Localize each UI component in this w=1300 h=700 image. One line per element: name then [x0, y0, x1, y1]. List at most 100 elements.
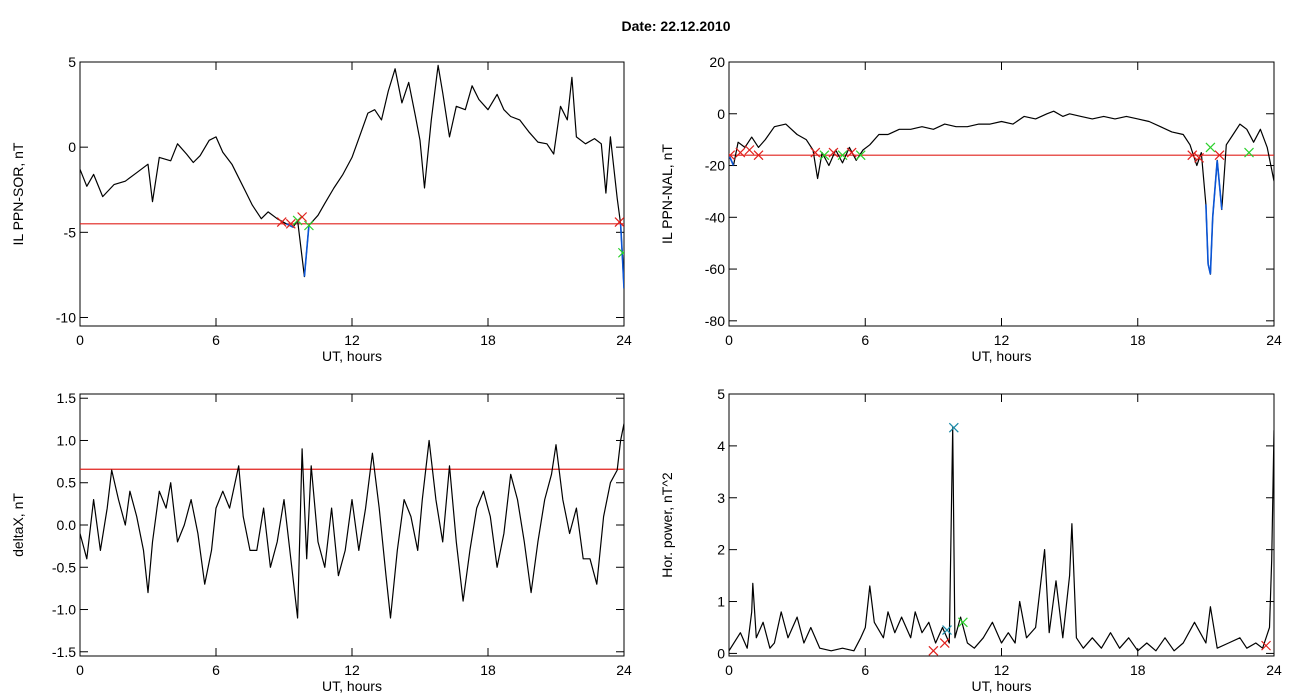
x-tick-label: 12: [994, 332, 1010, 348]
event-marker-start: [729, 150, 736, 161]
event-marker-start: [614, 217, 624, 228]
plot-frame: [728, 61, 1275, 327]
x-tick-label: 0: [76, 662, 84, 678]
y-tick-label: 2: [717, 542, 725, 558]
marker-stroke: [735, 147, 746, 158]
page-title: Date: 22.12.2010: [0, 18, 1300, 34]
y-axis-label: deltaX, nT: [10, 493, 26, 557]
x-tick-label: 6: [212, 332, 220, 348]
y-axis-label: IL PPN-SOR, nT: [10, 142, 26, 245]
event-marker-start: [828, 147, 839, 158]
event-marker-start: [297, 212, 308, 222]
x-tick-label: 18: [1130, 332, 1146, 348]
marker-stroke: [837, 150, 848, 161]
y-tick-label: 1.5: [57, 390, 77, 406]
marker-stroke: [1244, 147, 1254, 158]
y-tick-label: 0.5: [57, 475, 77, 491]
y-tick-label: 20: [709, 54, 725, 70]
x-tick-label: 12: [344, 332, 360, 348]
event-marker-start: [744, 145, 755, 155]
x-tick-label: 24: [616, 332, 632, 348]
y-axis-label: Hor. power, nT^2: [659, 472, 675, 578]
event-marker-end: [819, 150, 830, 161]
y-tick-label: 0: [717, 645, 725, 661]
marker-stroke: [942, 625, 952, 635]
x-tick-label: 24: [1266, 332, 1282, 348]
marker-stroke: [810, 147, 821, 158]
marker-stroke: [276, 217, 287, 228]
marker-stroke: [928, 645, 939, 656]
y-tick-label: -60: [705, 261, 725, 277]
plot-area: [729, 422, 1274, 656]
event-marker-end: [837, 150, 848, 161]
event-marker-start: [810, 147, 821, 158]
x-tick-label: 18: [1130, 662, 1146, 678]
y-tick-label: -5: [64, 224, 77, 240]
y-tick-label: -40: [705, 209, 725, 225]
y-tick-label: 1.0: [57, 432, 77, 448]
x-tick-label: 6: [212, 662, 220, 678]
marker-stroke: [617, 250, 624, 258]
event-marker-peak: [948, 422, 959, 433]
marker-stroke: [292, 215, 303, 226]
event-marker-start: [1214, 150, 1225, 161]
event-marker-end: [957, 617, 968, 628]
x-tick-label: 0: [725, 662, 733, 678]
marker-stroke: [846, 147, 857, 158]
y-tick-label: -0.5: [52, 559, 76, 575]
event-marker-end: [1244, 147, 1254, 158]
y-tick-label: -1.0: [52, 602, 76, 618]
chart-sor: 0 6 12 18 24 -10 -5 0 5 UT, hours IL PPN-SOR, nT: [10, 54, 632, 364]
chart-nal: 0 6 12 18 24 -80 -60 -40 -20 0 20 UT, hours IL PPN-N…: [659, 54, 1282, 364]
event-marker-end: [304, 220, 314, 231]
x-axis-label: UT, hours: [322, 348, 382, 364]
marker-stroke: [304, 220, 314, 231]
series-line: [729, 110, 1274, 275]
event-marker-start: [846, 147, 857, 158]
series-line: [80, 423, 624, 619]
y-axis-label: IL PPN-NAL, nT: [659, 144, 675, 244]
marker-stroke: [297, 212, 308, 222]
x-tick-label: 24: [1266, 662, 1282, 678]
x-axis-label: UT, hours: [322, 678, 382, 694]
y-tick-label: 5: [68, 54, 76, 70]
marker-stroke: [1214, 150, 1225, 161]
plot-area: [729, 110, 1274, 275]
marker-stroke: [1194, 152, 1204, 163]
y-tick-label: 0: [717, 106, 725, 122]
y-tick-label: 4: [717, 438, 725, 454]
event-marker-start: [1261, 640, 1271, 651]
plot-frame: [728, 393, 1275, 657]
event-marker-start: [928, 645, 939, 656]
plot-frame: [79, 393, 625, 657]
plot-area: [80, 64, 624, 289]
y-tick-label: 0.0: [57, 517, 77, 533]
marker-stroke: [1187, 150, 1198, 161]
y-tick-label: 1: [717, 594, 725, 610]
marker-stroke: [1261, 640, 1271, 651]
marker-stroke: [957, 617, 968, 628]
x-tick-label: 18: [480, 662, 496, 678]
event-marker-start: [735, 147, 746, 158]
event-marker-end: [292, 215, 303, 226]
date-label: Date:: [621, 18, 657, 34]
marker-stroke: [753, 150, 764, 161]
marker-stroke: [285, 218, 296, 229]
y-tick-label: 0: [68, 139, 76, 155]
event-marker-start: [753, 150, 764, 161]
y-tick-label: -1.5: [52, 644, 76, 660]
below-threshold-segment: [619, 223, 624, 289]
below-threshold-segment: [729, 154, 735, 166]
event-marker-end: [855, 150, 866, 161]
event-marker-start: [276, 217, 287, 228]
marker-stroke: [828, 147, 839, 158]
x-axis-label: UT, hours: [972, 678, 1032, 694]
marker-stroke: [948, 422, 959, 433]
x-tick-label: 12: [344, 662, 360, 678]
date-value: 22.12.2010: [660, 18, 731, 34]
x-tick-label: 24: [616, 662, 632, 678]
marker-stroke: [855, 150, 866, 161]
y-tick-label: -10: [56, 309, 76, 325]
